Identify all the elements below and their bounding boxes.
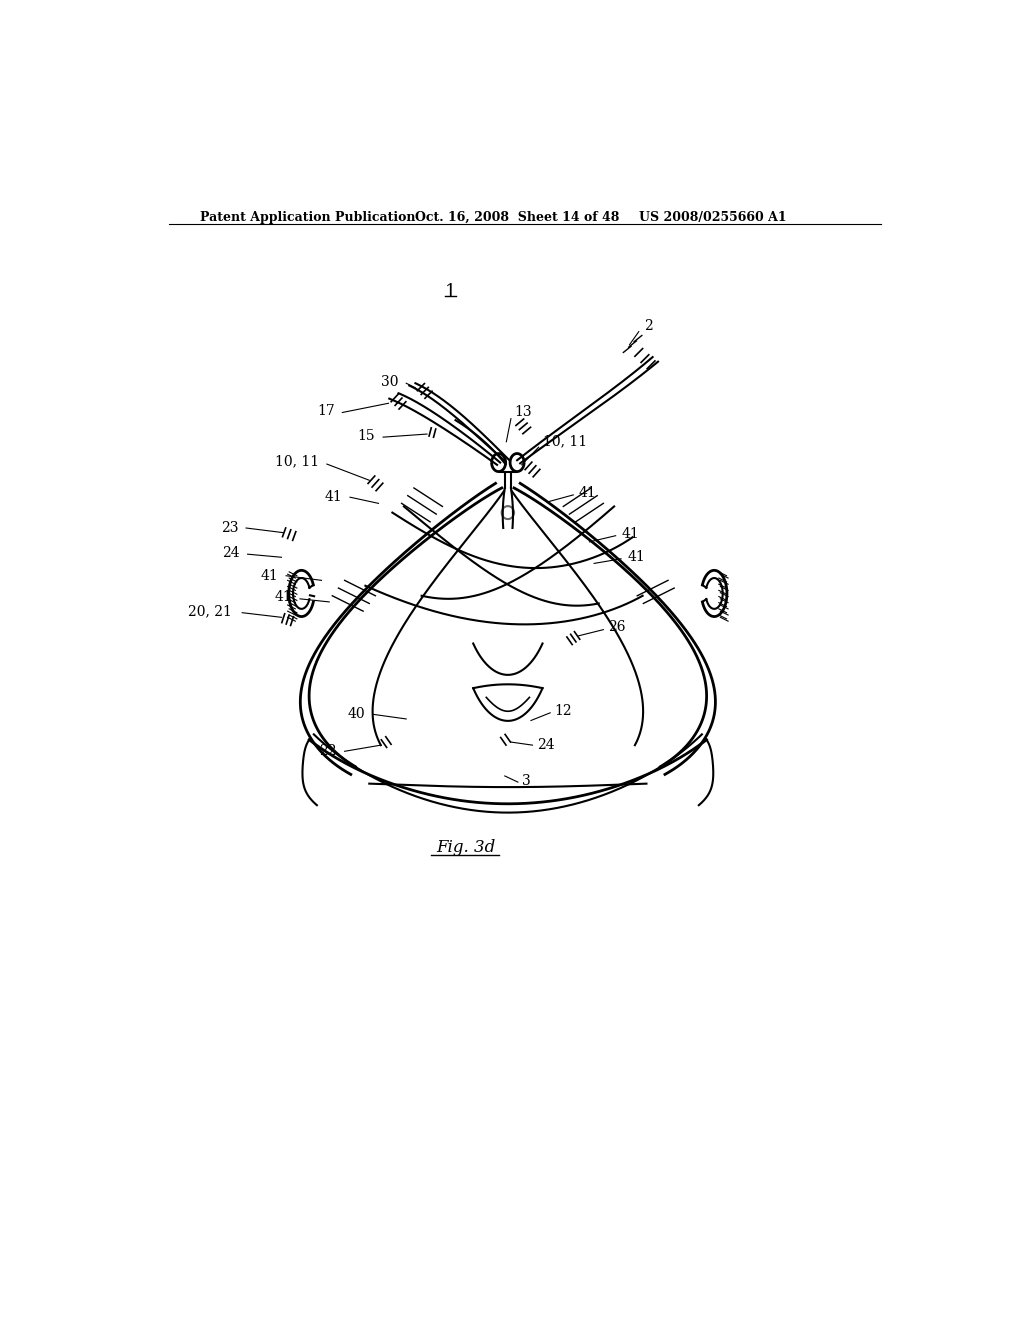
Text: 41: 41 (628, 550, 645, 564)
Text: 40: 40 (348, 708, 366, 721)
Text: 26: 26 (608, 619, 626, 634)
Text: 3: 3 (521, 774, 530, 788)
Text: 41: 41 (579, 486, 596, 500)
Text: 17: 17 (316, 404, 335, 418)
Text: 10, 11: 10, 11 (543, 434, 587, 449)
Text: 22: 22 (319, 744, 337, 758)
Text: 41: 41 (325, 490, 342, 504)
Text: Fig. 3d: Fig. 3d (436, 840, 496, 857)
Text: 23: 23 (221, 521, 239, 535)
Text: 2: 2 (644, 319, 652, 333)
Text: Oct. 16, 2008  Sheet 14 of 48: Oct. 16, 2008 Sheet 14 of 48 (416, 211, 620, 224)
Text: 30: 30 (381, 375, 398, 388)
Text: 41: 41 (274, 590, 292, 605)
Text: 20, 21: 20, 21 (188, 605, 232, 618)
Text: 41: 41 (622, 527, 640, 541)
Text: US 2008/0255660 A1: US 2008/0255660 A1 (639, 211, 786, 224)
Text: Patent Application Publication: Patent Application Publication (200, 211, 416, 224)
Text: 41: 41 (261, 569, 279, 582)
Text: 15: 15 (357, 429, 376, 442)
Text: 24: 24 (222, 545, 240, 560)
Text: 12: 12 (554, 705, 571, 718)
Text: 10, 11: 10, 11 (275, 454, 319, 469)
Text: 24: 24 (538, 738, 555, 752)
Text: 13: 13 (514, 405, 531, 420)
Text: 1: 1 (444, 284, 456, 301)
